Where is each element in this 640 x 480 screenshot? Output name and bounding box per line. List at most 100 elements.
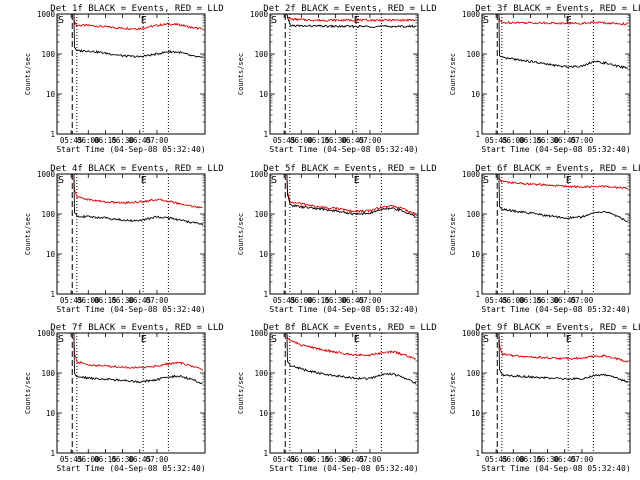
marker-s: S — [271, 15, 277, 26]
panel-title: Det 4f BLACK = Events, RED = LLD — [50, 164, 223, 174]
panel-title: Det 1f BLACK = Events, RED = LLD — [50, 4, 223, 14]
x-tick-label: 06:15 — [519, 136, 542, 145]
x-tick-label: 06:30 — [324, 136, 347, 145]
x-tick-label: 06:00 — [77, 455, 100, 464]
y-tick-label: 100 — [41, 210, 55, 219]
events-series-line — [58, 14, 203, 59]
x-tick-label: 06:45 — [128, 455, 151, 464]
y-tick-label: 100 — [466, 50, 480, 59]
x-tick-label: 06:30 — [536, 136, 559, 145]
x-tick-label: 07:00 — [146, 455, 169, 464]
x-tick-label: 06:00 — [502, 136, 525, 145]
x-tick-label: 06:30 — [536, 296, 559, 305]
y-axis-label: Counts/sec — [24, 372, 32, 414]
events-series-line — [483, 333, 629, 383]
panel-7: Det 7f BLACK = Events, RED = LLD Counts/s… — [24, 323, 224, 473]
x-tick-label: 06:45 — [553, 455, 576, 464]
x-tick-label: 06:45 — [341, 136, 364, 145]
y-tick-label: 1000 — [462, 170, 481, 179]
panel-8: Det 8f BLACK = Events, RED = LLD Counts/s… — [237, 323, 437, 473]
x-tick-label: 06:00 — [290, 455, 313, 464]
series-group — [271, 174, 417, 218]
y-tick-label: 1000 — [37, 329, 56, 338]
lld-series-line — [271, 333, 416, 360]
marker-s: S — [483, 15, 489, 26]
x-tick-label: 06:45 — [128, 136, 151, 145]
y-tick-label: 10 — [46, 250, 56, 259]
y-tick-label: 10 — [471, 250, 481, 259]
marker-e: E — [354, 334, 360, 345]
x-tick-label: 06:30 — [324, 455, 347, 464]
x-tick-label: 05:45 — [60, 296, 83, 305]
marker-s: S — [58, 334, 64, 345]
lld-series-line — [58, 333, 204, 372]
x-tick-label: 07:00 — [571, 455, 594, 464]
marker-s: S — [271, 334, 277, 345]
events-series-line — [58, 333, 203, 384]
y-tick-label: 1 — [50, 290, 55, 299]
events-series-line — [483, 174, 628, 222]
y-tick-label: 1 — [50, 130, 55, 139]
y-tick-label: 1000 — [37, 170, 56, 179]
y-tick-label: 1000 — [250, 329, 269, 338]
series-group — [58, 14, 204, 59]
y-axis-label: Counts/sec — [449, 372, 457, 414]
panel-2: Det 2f BLACK = Events, RED = LLD Counts/s… — [237, 4, 437, 154]
x-tick-label: 06:15 — [94, 455, 117, 464]
y-axis-label: Counts/sec — [237, 53, 245, 95]
y-tick-label: 10 — [46, 90, 56, 99]
panel-title: Det 6f BLACK = Events, RED = LLD — [475, 164, 640, 174]
x-tick-label: 06:00 — [290, 296, 313, 305]
y-tick-label: 10 — [46, 409, 56, 418]
y-axis-label: Counts/sec — [449, 53, 457, 95]
x-axis-label: Start Time (04-Sep-08 05:32:40) — [481, 464, 630, 473]
marker-e: E — [354, 175, 360, 186]
plot-frame — [269, 13, 419, 135]
y-axis-label: Counts/sec — [237, 213, 245, 255]
lld-series-line — [271, 14, 416, 23]
y-tick-label: 1 — [475, 449, 480, 458]
marker-s: S — [483, 175, 489, 186]
x-tick-label: 06:30 — [111, 296, 134, 305]
series-group — [483, 14, 629, 70]
x-tick-label: 06:00 — [502, 455, 525, 464]
series-group — [483, 174, 629, 222]
x-tick-label: 07:00 — [146, 296, 169, 305]
series-group — [483, 333, 629, 383]
x-tick-label: 06:15 — [519, 296, 542, 305]
y-tick-label: 10 — [259, 409, 269, 418]
x-tick-label: 05:45 — [60, 455, 83, 464]
x-tick-label: 06:00 — [290, 136, 313, 145]
events-series-line — [271, 14, 416, 29]
lld-series-line — [483, 14, 628, 26]
y-tick-label: 10 — [259, 250, 269, 259]
x-tick-label: 07:00 — [146, 136, 169, 145]
lld-series-line — [271, 174, 417, 216]
y-axis-label: Counts/sec — [449, 213, 457, 255]
y-tick-label: 100 — [41, 369, 55, 378]
y-tick-label: 1 — [50, 449, 55, 458]
x-tick-label: 06:15 — [94, 136, 117, 145]
panel-title: Det 7f BLACK = Events, RED = LLD — [50, 323, 223, 333]
x-tick-label: 06:45 — [128, 296, 151, 305]
y-tick-label: 1000 — [462, 329, 481, 338]
x-tick-label: 05:45 — [273, 455, 296, 464]
x-tick-label: 07:00 — [571, 136, 594, 145]
y-tick-label: 1 — [475, 130, 480, 139]
y-axis-label: Counts/sec — [24, 53, 32, 95]
x-tick-label: 06:00 — [502, 296, 525, 305]
plot-frame — [481, 173, 631, 295]
x-tick-label: 05:45 — [273, 136, 296, 145]
panel-title: Det 2f BLACK = Events, RED = LLD — [263, 4, 436, 14]
y-tick-label: 100 — [466, 210, 480, 219]
marker-e: E — [141, 175, 147, 186]
x-tick-label: 06:15 — [519, 455, 542, 464]
marker-e: E — [141, 15, 147, 26]
panel-title: Det 9f BLACK = Events, RED = LLD — [475, 323, 640, 333]
events-series-line — [271, 174, 416, 218]
lld-series-line — [58, 14, 204, 31]
panel-title: Det 8f BLACK = Events, RED = LLD — [263, 323, 436, 333]
panel-1: Det 1f BLACK = Events, RED = LLD Counts/s… — [24, 4, 224, 154]
y-axis-label: Counts/sec — [24, 213, 32, 255]
